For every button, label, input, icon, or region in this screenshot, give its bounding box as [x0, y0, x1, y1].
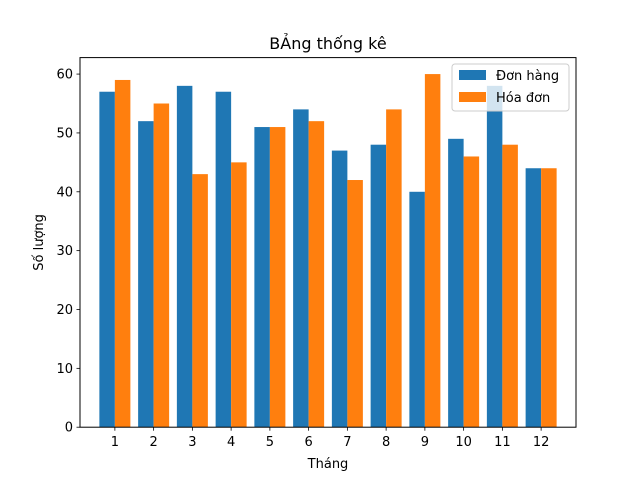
x-tick-label: 2	[149, 435, 157, 450]
bar-series-1-month-5	[254, 127, 270, 428]
y-tick-label: 40	[56, 185, 73, 200]
bar-series-1-month-9	[409, 191, 425, 428]
y-tick-label: 10	[56, 362, 73, 377]
bar-series-2-month-10	[463, 156, 480, 428]
bar-series-1-month-4	[215, 91, 232, 428]
x-tick-label: 1	[111, 435, 119, 450]
bar-series-1-month-3	[176, 85, 193, 428]
x-tick-label: 3	[188, 435, 196, 450]
chart-title: BẢng thống kê	[269, 33, 386, 53]
bar-series-1-month-8	[370, 144, 387, 428]
y-axis-ticks: 0 10 20 30 40 50 60	[56, 68, 80, 436]
bar-series-2-month-7	[347, 180, 363, 428]
x-axis-ticks: 1 2 3 4 5 6 7 8 9 10 11 12	[111, 427, 550, 450]
x-tick-label: 11	[494, 435, 511, 450]
x-tick-label: 4	[227, 435, 235, 450]
y-tick-label: 50	[56, 126, 73, 141]
y-tick-label: 30	[56, 244, 73, 259]
bar-series-1-month-1	[99, 91, 115, 428]
bar-series-2-month-6	[308, 121, 325, 428]
plot-area-frame	[79, 57, 577, 428]
bar-series-1-month-11	[486, 85, 503, 428]
legend-swatch-series-2	[459, 92, 486, 102]
x-tick-label: 7	[343, 435, 351, 450]
bar-series-2-month-4	[231, 162, 247, 428]
y-tick-label: 0	[65, 421, 73, 436]
bars-group	[99, 74, 557, 428]
bar-series-1-month-6	[293, 109, 309, 428]
bar-series-2-month-12	[541, 168, 557, 428]
x-tick-label: 9	[421, 435, 429, 450]
x-tick-label: 5	[266, 435, 274, 450]
x-tick-label: 12	[533, 435, 550, 450]
bar-series-2-month-8	[386, 109, 402, 428]
bar-series-1-month-12	[525, 168, 542, 428]
bar-series-2-month-5	[269, 127, 286, 428]
bar-series-2-month-1	[114, 79, 131, 428]
legend-swatch-series-1	[459, 70, 486, 80]
legend-label-series-1: Đơn hàng	[496, 69, 559, 84]
y-tick-label: 20	[56, 303, 73, 318]
y-axis-label: Số lượng	[32, 214, 47, 271]
bar-series-1-month-10	[448, 138, 464, 428]
legend-label-series-2: Hóa đơn	[496, 91, 550, 106]
x-tick-label: 8	[382, 435, 390, 450]
x-tick-label: 6	[304, 435, 312, 450]
bar-series-1-month-7	[331, 150, 348, 428]
bar-series-1-month-2	[138, 121, 154, 428]
bar-series-2-month-3	[192, 174, 208, 428]
bar-series-2-month-9	[424, 74, 441, 428]
bar-series-2-month-11	[502, 144, 518, 428]
y-tick-label: 60	[56, 68, 73, 83]
x-axis-label: Tháng	[307, 457, 349, 472]
bar-series-2-month-2	[153, 103, 170, 428]
x-tick-label: 10	[455, 435, 472, 450]
legend: Đơn hàng Hóa đơn	[451, 63, 570, 112]
